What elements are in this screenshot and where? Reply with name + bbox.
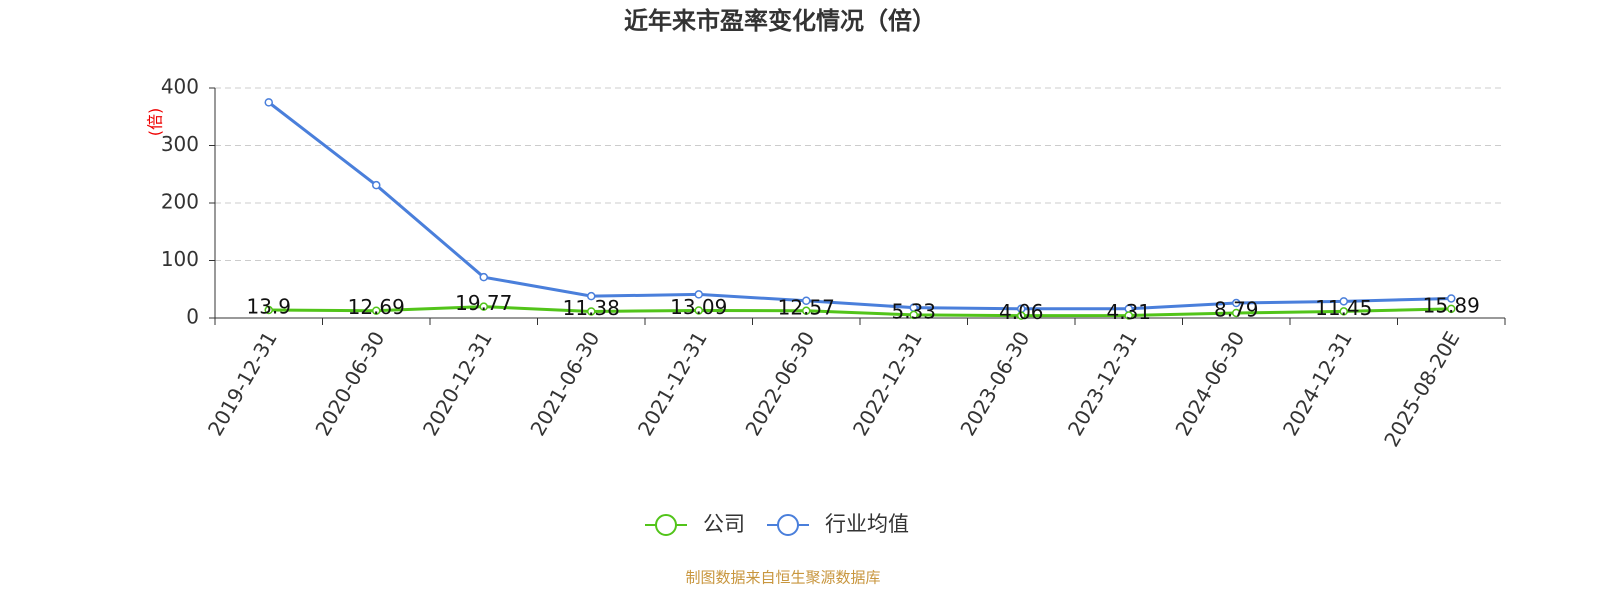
point <box>479 272 488 282</box>
value-label: 15.89 <box>1423 293 1480 317</box>
series-line <box>268 305 1452 318</box>
x-tick-label: 2024-12-31 <box>1278 327 1357 440</box>
value-label: 13.09 <box>670 295 727 319</box>
point <box>372 306 381 315</box>
y-axis-label: (倍) <box>146 108 165 137</box>
legend-marker <box>777 514 799 536</box>
x-tick-label: 2020-12-31 <box>418 327 497 440</box>
x-tick-label: 2024-06-30 <box>1170 327 1249 440</box>
x-tick-label: 2021-06-30 <box>525 327 604 440</box>
x-tick-label: 2025-08-20E <box>1379 327 1464 451</box>
point <box>1447 294 1456 303</box>
value-label: 8.79 <box>1214 297 1259 321</box>
point <box>1017 311 1026 320</box>
point <box>1232 298 1241 308</box>
legend-item[interactable]: 行业均值 <box>767 512 909 536</box>
value-label: 13.9 <box>246 295 291 319</box>
point <box>264 305 273 315</box>
legend-label: 公司 <box>703 512 745 536</box>
x-tick-label: 2021-12-31 <box>633 327 712 440</box>
x-tick-label: 2022-12-31 <box>848 327 927 440</box>
value-label: 12.69 <box>348 295 405 319</box>
point <box>909 310 918 320</box>
point <box>372 180 381 190</box>
point <box>1339 307 1348 316</box>
value-label: 12.57 <box>778 295 835 319</box>
point <box>1124 311 1133 320</box>
point <box>694 290 703 299</box>
legend-item[interactable]: 公司 <box>645 512 745 536</box>
point <box>1232 308 1241 318</box>
x-tick-label: 2019-12-31 <box>203 327 282 440</box>
source-note: 制图数据来自恒生聚源数据库 <box>685 569 880 587</box>
value-label: 19.77 <box>455 291 512 315</box>
x-tick-label: 2022-06-30 <box>740 327 819 440</box>
y-tick-label: 100 <box>161 247 199 271</box>
x-tick-label: 2023-06-30 <box>955 327 1034 440</box>
point <box>587 291 596 301</box>
y-tick-label: 400 <box>161 75 199 99</box>
point <box>479 302 488 311</box>
value-label: 4.31 <box>1106 300 1151 324</box>
legend-marker <box>655 514 677 536</box>
point <box>802 306 811 316</box>
value-label: 5.33 <box>891 299 936 323</box>
value-label: 11.45 <box>1315 296 1372 320</box>
y-tick-label: 200 <box>161 190 199 214</box>
point <box>1339 297 1348 306</box>
legend-label: 行业均值 <box>825 512 909 536</box>
y-tick-label: 300 <box>161 132 199 156</box>
point <box>694 306 703 315</box>
point <box>1447 304 1456 314</box>
point <box>802 296 811 305</box>
value-label: 4.06 <box>999 300 1044 324</box>
value-label: 11.38 <box>563 296 620 320</box>
x-tick-label: 2023-12-31 <box>1063 327 1142 440</box>
point <box>587 307 596 316</box>
series-line <box>267 101 1452 311</box>
chart-title: 近年来市盈率变化情况（倍） <box>624 7 936 35</box>
point <box>264 98 273 107</box>
x-tick-label: 2020-06-30 <box>310 327 389 440</box>
y-tick-label: 0 <box>186 305 199 329</box>
